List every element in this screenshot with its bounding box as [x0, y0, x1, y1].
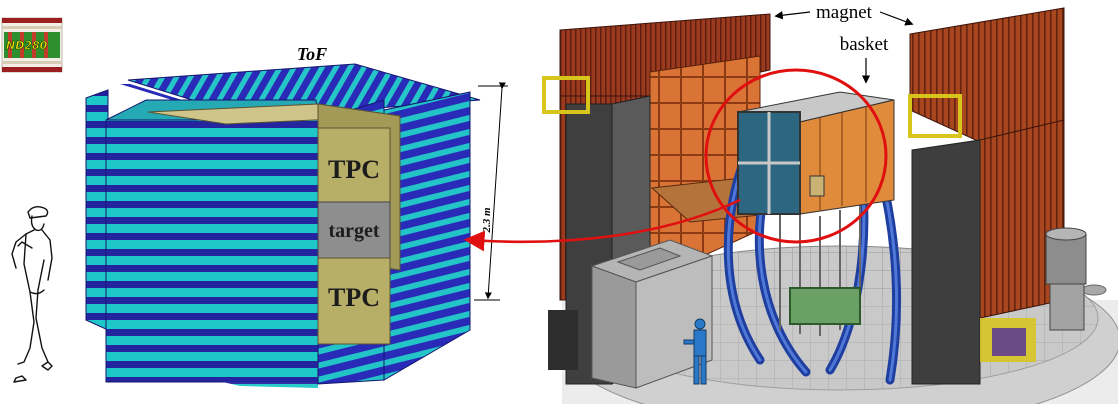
tracker-detector-block: TPC target TPC ToF 2.3 m	[85, 44, 508, 388]
basket-label: basket	[840, 34, 889, 55]
zoom-arrow	[463, 198, 741, 252]
magnet-callout: magnet	[774, 2, 914, 26]
magnet-label: magnet	[816, 2, 873, 23]
nd280-logo: ND280	[1, 17, 63, 73]
target-label: target	[328, 220, 379, 242]
tpc-bottom-label: TPC	[328, 283, 380, 312]
tof-front-face	[105, 119, 319, 383]
tof-label: ToF	[297, 44, 327, 64]
magnet-pit-scene	[542, 7, 1118, 404]
magnet-right-yoke	[908, 7, 1065, 385]
electronics-rack	[590, 239, 714, 389]
tof-left-panel	[85, 89, 109, 331]
basket-highlight-circle	[704, 68, 888, 244]
logo-text: ND280	[6, 39, 48, 52]
gas-cylinders	[1045, 227, 1087, 331]
basket	[737, 91, 895, 215]
tpc-downstream-module	[317, 257, 391, 345]
human-scale-figure	[11, 205, 53, 383]
height-dimension	[474, 82, 508, 301]
basket-callout: basket	[840, 34, 889, 84]
worker-figure	[683, 318, 707, 385]
target-module	[317, 201, 391, 259]
height-label: 2.3 m	[481, 207, 493, 234]
tpc-top-label: TPC	[328, 155, 380, 184]
